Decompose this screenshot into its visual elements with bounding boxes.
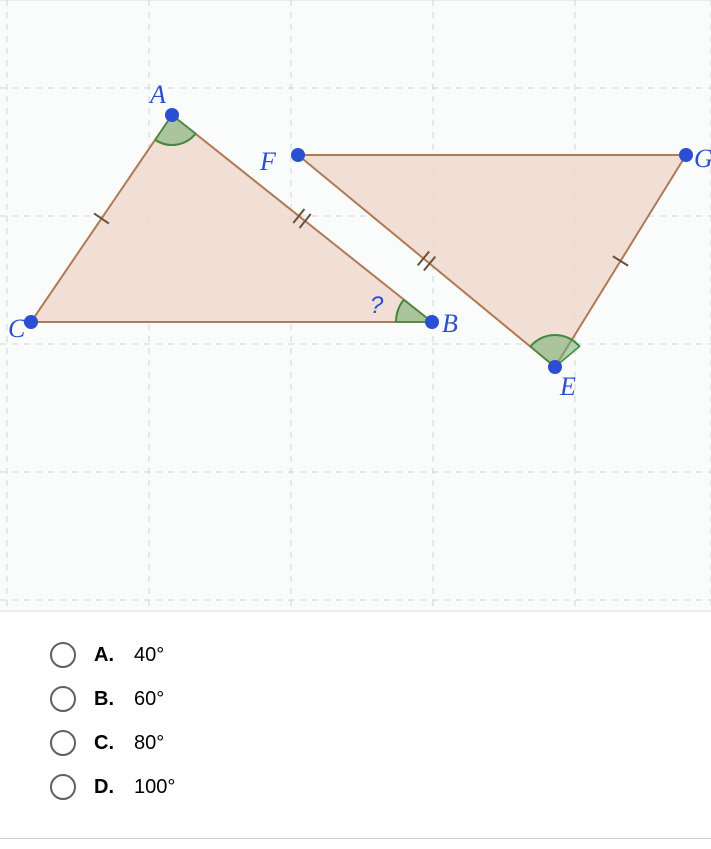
option-b[interactable]: B. 60°	[50, 686, 671, 712]
svg-text:G: G	[694, 144, 711, 173]
svg-text:A: A	[148, 80, 166, 109]
svg-text:B: B	[442, 309, 458, 338]
svg-text:C: C	[8, 314, 26, 343]
option-a[interactable]: A. 40°	[50, 642, 671, 668]
radio-icon[interactable]	[50, 730, 76, 756]
figure-svg: ? A F G C B E	[0, 0, 711, 612]
option-value: 40°	[134, 644, 164, 667]
option-value: 100°	[134, 776, 175, 799]
svg-text:F: F	[259, 147, 277, 176]
radio-icon[interactable]	[50, 774, 76, 800]
option-letter: D.	[94, 776, 134, 799]
option-value: 60°	[134, 688, 164, 711]
option-letter: C.	[94, 732, 134, 755]
answer-options: A. 40° B. 60° C. 80° D. 100°	[0, 612, 711, 838]
option-c[interactable]: C. 80°	[50, 730, 671, 756]
svg-text:E: E	[559, 372, 576, 401]
svg-text:?: ?	[370, 292, 384, 319]
divider	[0, 838, 711, 839]
radio-icon[interactable]	[50, 642, 76, 668]
radio-icon[interactable]	[50, 686, 76, 712]
geometry-figure: ? A F G C B E	[0, 0, 711, 612]
option-d[interactable]: D. 100°	[50, 774, 671, 800]
option-value: 80°	[134, 732, 164, 755]
option-letter: A.	[94, 644, 134, 667]
option-letter: B.	[94, 688, 134, 711]
